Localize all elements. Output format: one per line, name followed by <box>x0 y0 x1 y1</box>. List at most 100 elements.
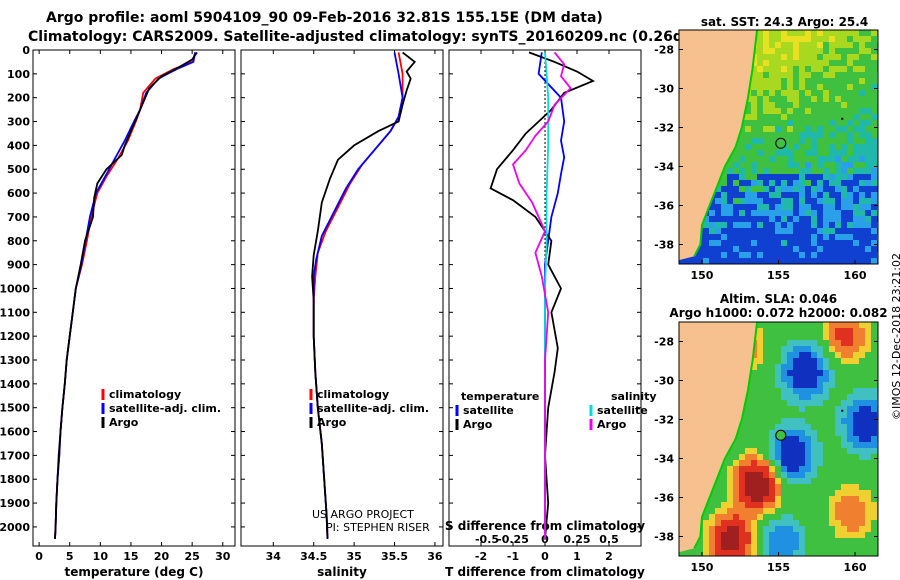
map-cell <box>751 186 757 192</box>
map-cell <box>745 538 751 544</box>
map-cell <box>769 168 775 174</box>
map-cell <box>793 334 799 340</box>
map-cell <box>757 322 763 328</box>
map-cell <box>829 394 835 400</box>
map-cell <box>763 370 769 376</box>
map-cell <box>769 334 775 340</box>
map-cell <box>733 472 739 478</box>
map-cell <box>829 466 835 472</box>
map-cell <box>787 412 793 418</box>
map-cell <box>823 430 829 436</box>
map-cell <box>763 430 769 436</box>
map-cell <box>799 382 805 388</box>
map-cell <box>805 532 811 538</box>
map-cell <box>871 138 877 144</box>
lat-tick-label: -28 <box>654 44 674 57</box>
map-cell <box>793 418 799 424</box>
map-cell <box>859 126 865 132</box>
map-cell <box>865 334 871 340</box>
map-cell <box>757 496 763 502</box>
map-cell <box>757 490 763 496</box>
map-cell <box>841 400 847 406</box>
map-cell <box>709 502 715 508</box>
map-cell <box>763 436 769 442</box>
map-cell <box>829 376 835 382</box>
map-cell <box>835 472 841 478</box>
depth-tick-label: 400 <box>7 139 30 152</box>
map-cell <box>841 550 847 556</box>
map-cell <box>763 478 769 484</box>
map-cell <box>853 454 859 460</box>
map-cell <box>865 192 871 198</box>
map-cell <box>841 54 847 60</box>
map-cell <box>793 484 799 490</box>
map-cell <box>775 334 781 340</box>
map-cell <box>775 114 781 120</box>
depth-tick-label: 1900 <box>0 497 30 510</box>
map-cell <box>829 358 835 364</box>
map-cell <box>859 490 865 496</box>
map-cell <box>799 78 805 84</box>
map-cell <box>763 156 769 162</box>
map-cell <box>811 502 817 508</box>
map-cell <box>775 108 781 114</box>
map-cell <box>811 328 817 334</box>
map-cell <box>865 424 871 430</box>
map-cell <box>817 526 823 532</box>
map-cell <box>757 150 763 156</box>
map-cell <box>745 204 751 210</box>
map-cell <box>799 102 805 108</box>
map-cell <box>817 66 823 72</box>
map-cell <box>793 246 799 252</box>
map-cell <box>751 514 757 520</box>
map-cell <box>745 544 751 550</box>
map-cell <box>841 334 847 340</box>
depth-tick-label: 900 <box>7 259 30 272</box>
map-cell <box>787 502 793 508</box>
map-cell <box>817 364 823 370</box>
map-cell <box>841 346 847 352</box>
map-cell <box>763 550 769 556</box>
map-cell <box>871 430 877 436</box>
map-cell <box>757 436 763 442</box>
map-cell <box>757 114 763 120</box>
map-cell <box>709 532 715 538</box>
map-cell <box>769 144 775 150</box>
map-cell <box>811 526 817 532</box>
map-cell <box>775 544 781 550</box>
map-cell <box>847 198 853 204</box>
map-cell <box>745 156 751 162</box>
map-cell <box>763 102 769 108</box>
map-cell <box>871 436 877 442</box>
map-cell <box>793 508 799 514</box>
map-cell <box>775 490 781 496</box>
map-cell <box>787 42 793 48</box>
map-cell <box>787 126 793 132</box>
map-cell <box>775 48 781 54</box>
map-cell <box>775 120 781 126</box>
map-cell <box>787 358 793 364</box>
map-cell <box>703 240 709 246</box>
map-cell <box>859 138 865 144</box>
map-cell <box>805 358 811 364</box>
map-cell <box>787 90 793 96</box>
map-cell <box>847 156 853 162</box>
map-cell <box>871 550 877 556</box>
map-cell <box>847 352 853 358</box>
map-cell <box>811 496 817 502</box>
map-cell <box>847 54 853 60</box>
map-cell <box>715 520 721 526</box>
map-cell <box>859 370 865 376</box>
map-cell <box>823 412 829 418</box>
map-cell <box>847 216 853 222</box>
map-cell <box>829 36 835 42</box>
map-cell <box>787 388 793 394</box>
map-cell <box>733 538 739 544</box>
map-cell <box>799 138 805 144</box>
map-cell <box>841 108 847 114</box>
map-cell <box>781 448 787 454</box>
map-cell <box>823 138 829 144</box>
map-cell <box>865 120 871 126</box>
map-cell <box>853 412 859 418</box>
map-cell <box>835 328 841 334</box>
